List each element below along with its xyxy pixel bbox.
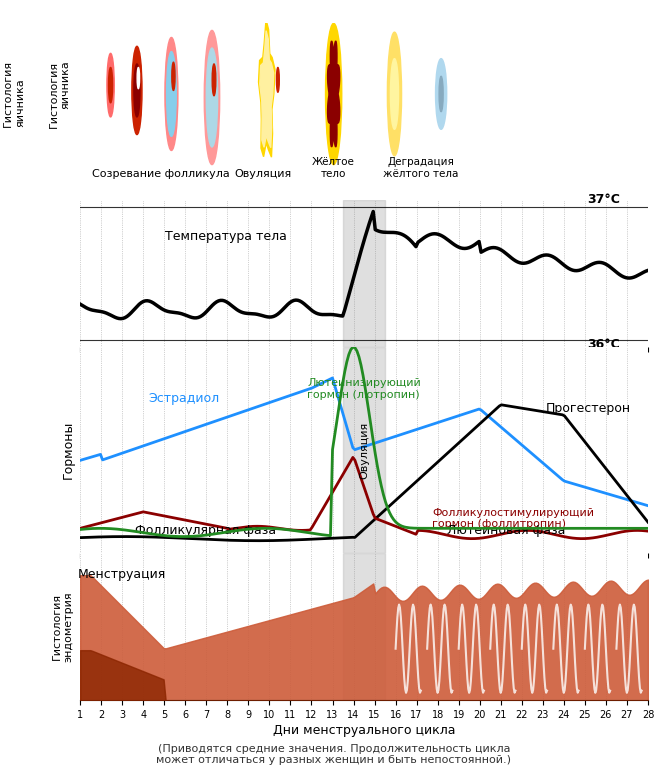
Circle shape <box>277 68 279 93</box>
Text: Эстрадиол: Эстрадиол <box>148 392 219 405</box>
Polygon shape <box>259 19 275 157</box>
Circle shape <box>132 47 142 135</box>
Circle shape <box>134 64 140 117</box>
Circle shape <box>206 48 218 147</box>
Bar <box>343 200 385 347</box>
Circle shape <box>212 64 216 96</box>
Text: Фолликулостимулирующий
гормон (фоллитропин): Фолликулостимулирующий гормон (фоллитроп… <box>432 508 595 529</box>
Text: Прогестерон: Прогестерон <box>546 402 631 415</box>
Circle shape <box>172 62 175 90</box>
Text: (Приводятся средние значения. Продолжительность цикла
может отличаться у разных : (Приводятся средние значения. Продолжите… <box>156 744 512 766</box>
Circle shape <box>325 23 342 165</box>
Circle shape <box>165 37 178 150</box>
Polygon shape <box>327 41 340 147</box>
Text: Гистология
яичника: Гистология яичника <box>48 61 70 128</box>
Bar <box>343 553 385 700</box>
Y-axis label: Гистология
эндометрия: Гистология эндометрия <box>51 591 73 662</box>
Text: 36°C: 36°C <box>587 338 620 351</box>
Polygon shape <box>260 30 274 148</box>
Text: Гистология
яичника: Гистология яичника <box>3 60 25 127</box>
Text: 37°C: 37°C <box>587 193 620 206</box>
Y-axis label: Гормоны: Гормоны <box>61 421 75 479</box>
Text: Температура тела: Температура тела <box>166 230 287 244</box>
Text: Созревание фолликула: Созревание фолликула <box>92 169 230 179</box>
Text: Овуляция: Овуляция <box>359 422 369 478</box>
Circle shape <box>137 68 140 89</box>
Text: Лютеиновая фаза: Лютеиновая фаза <box>447 524 565 537</box>
X-axis label: Дни менструального цикла: Дни менструального цикла <box>273 724 456 737</box>
Circle shape <box>166 51 176 136</box>
Circle shape <box>107 54 114 117</box>
Text: Деградация
жёлтого тела: Деградация жёлтого тела <box>383 157 458 179</box>
Circle shape <box>108 68 113 103</box>
Ellipse shape <box>436 58 447 129</box>
Text: Овуляция: Овуляция <box>234 169 291 179</box>
Circle shape <box>439 76 443 111</box>
Text: Лютеинизирующий
гормон (лютропин): Лютеинизирующий гормон (лютропин) <box>307 378 421 400</box>
Circle shape <box>390 58 399 129</box>
Circle shape <box>387 32 401 156</box>
Bar <box>343 347 385 553</box>
Circle shape <box>204 30 220 165</box>
Text: Фолликулярная фаза: Фолликулярная фаза <box>134 524 276 537</box>
Text: Менструация: Менструация <box>78 568 166 580</box>
Text: Жёлтое
тело: Жёлтое тело <box>312 157 355 179</box>
